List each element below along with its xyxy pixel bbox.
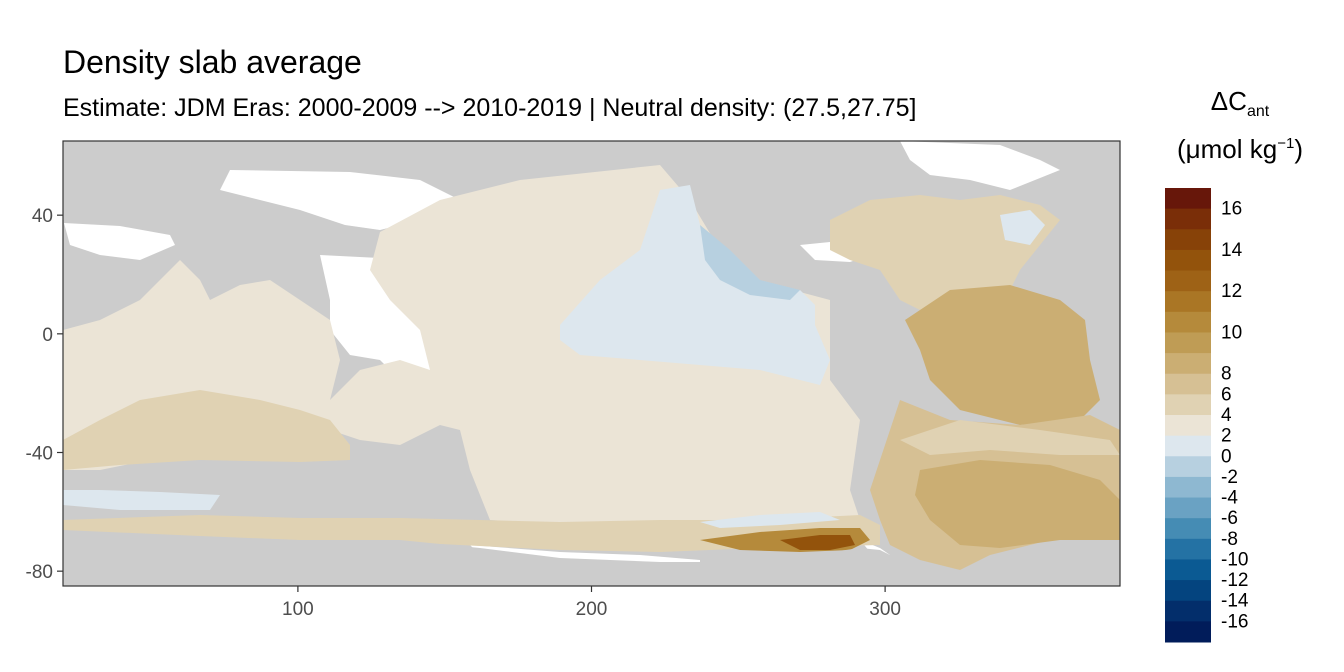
legend-label: -8 <box>1221 529 1238 550</box>
legend-bin <box>1165 270 1211 292</box>
legend-label: 16 <box>1221 199 1242 220</box>
legend-bin <box>1165 229 1211 251</box>
legend-label: 2 <box>1221 426 1232 447</box>
south-atlantic-deep <box>915 460 1120 548</box>
legend-label: 10 <box>1221 322 1242 343</box>
legend-bin <box>1165 332 1211 354</box>
legend-label: -12 <box>1221 570 1248 591</box>
south-indian-band <box>63 390 350 470</box>
legend-unit: (μmol kg−1) <box>1177 134 1303 164</box>
legend-bin <box>1165 559 1211 581</box>
southern-ocean-band <box>63 515 880 552</box>
legend-label: 8 <box>1221 364 1232 385</box>
legend-bin <box>1165 291 1211 313</box>
y-tick-label: 40 <box>32 206 53 227</box>
legend-bin <box>1165 580 1211 602</box>
legend-label: 14 <box>1221 240 1243 261</box>
legend-label: -4 <box>1221 488 1238 509</box>
x-tick-label: 200 <box>576 599 608 620</box>
legend-label: 12 <box>1221 281 1242 302</box>
legend-bin <box>1165 518 1211 540</box>
legend-bin <box>1165 415 1211 437</box>
legend-label: -10 <box>1221 549 1248 570</box>
north-atlantic-negative <box>1000 210 1045 245</box>
legend-bin <box>1165 476 1211 499</box>
legend-label: -2 <box>1221 467 1238 488</box>
y-tick-label: -80 <box>26 562 53 583</box>
legend-label: -14 <box>1221 591 1249 612</box>
chart-subtitle: Estimate: JDM Eras: 2000-2009 --> 2010-2… <box>63 94 917 122</box>
antarctic-margin-dark <box>780 535 855 550</box>
x-tick-label: 300 <box>869 599 901 620</box>
legend-bin <box>1165 373 1211 395</box>
legend-label: -16 <box>1221 611 1248 632</box>
antarctica-land <box>63 530 1120 586</box>
legend-label: -6 <box>1221 508 1238 529</box>
legend-bin <box>1165 435 1211 457</box>
legend-bin <box>1165 621 1211 643</box>
legend-label: 4 <box>1221 405 1232 426</box>
x-tick-label: 100 <box>282 599 314 620</box>
legend-label: 6 <box>1221 384 1232 405</box>
x-axis: 100 200 300 <box>282 586 901 620</box>
chart-title: Density slab average <box>63 44 362 80</box>
legend-bin <box>1165 538 1211 560</box>
south-atlantic-light <box>900 420 1120 455</box>
map-panel <box>63 141 1120 586</box>
eastern-tropical-pacific <box>560 185 830 385</box>
legend-label: 0 <box>1221 446 1232 467</box>
legend-bin <box>1165 188 1211 210</box>
legend-bin <box>1165 208 1211 230</box>
ross-sea-negative <box>700 512 840 528</box>
mexico-coast-negative <box>700 225 800 300</box>
legend-title: ΔCant <box>1210 86 1270 120</box>
legend-bin <box>1165 249 1211 272</box>
y-tick-label: 0 <box>42 325 53 346</box>
y-tick-label: -40 <box>26 444 53 465</box>
y-axis: 40 0 -40 -80 <box>26 206 63 583</box>
legend-bin <box>1165 497 1211 519</box>
legend-bin <box>1165 600 1211 622</box>
west-indian-negative <box>63 490 220 510</box>
legend-bin <box>1165 353 1211 375</box>
legend-bin <box>1165 311 1211 333</box>
tropical-atlantic <box>905 285 1100 425</box>
legend-bin <box>1165 394 1211 416</box>
legend-bin <box>1165 456 1211 478</box>
